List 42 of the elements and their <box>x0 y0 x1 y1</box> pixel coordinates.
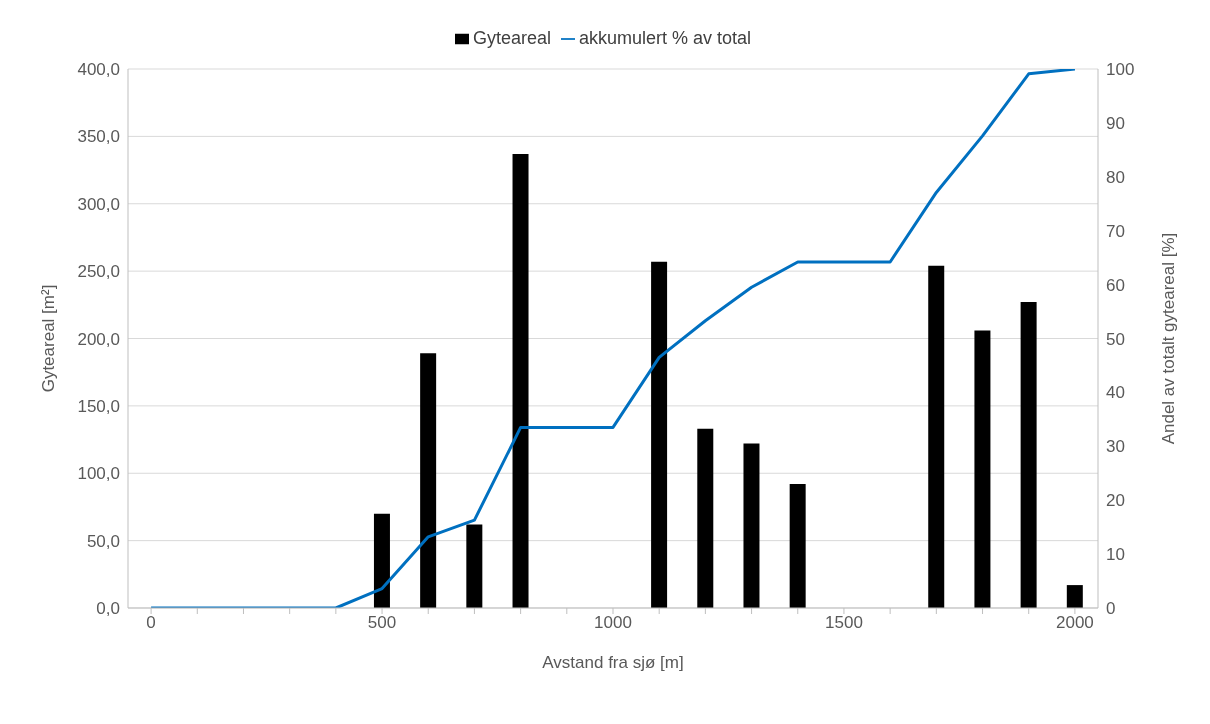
y2-tick-label: 80 <box>1106 167 1125 187</box>
bar <box>466 524 483 608</box>
bar <box>789 484 806 608</box>
bar <box>373 513 390 608</box>
bar <box>1020 302 1037 608</box>
y-tick-label: 350,0 <box>77 127 120 147</box>
y2-axis-title: Andel av totalt gyteareal [%] <box>1159 232 1179 445</box>
y2-tick-label: 90 <box>1106 113 1125 133</box>
y-axis-title: Gyteareal [m²] <box>39 284 59 393</box>
y-tick-label: 250,0 <box>77 262 120 282</box>
y2-tick-label: 40 <box>1106 383 1125 403</box>
x-tick-label: 1000 <box>594 613 632 633</box>
legend-label: akkumulert % av total <box>578 28 752 48</box>
bar <box>1066 585 1083 608</box>
x-tick-label: 0 <box>146 613 156 633</box>
bar <box>697 428 714 608</box>
x-tick-label: 2000 <box>1055 613 1094 633</box>
y2-tick-label: 30 <box>1106 437 1125 457</box>
x-tick-label: 500 <box>367 613 397 633</box>
bar <box>974 330 991 608</box>
bar <box>420 353 437 608</box>
bar <box>512 153 529 608</box>
y2-tick-label: 60 <box>1106 275 1125 295</box>
bar <box>651 261 668 608</box>
x-tick-label: 1500 <box>825 613 863 633</box>
y-tick-label: 0,0 <box>96 599 120 619</box>
bar <box>743 443 760 608</box>
bar <box>928 265 945 608</box>
y-tick-label: 150,0 <box>77 396 120 416</box>
y-tick-label: 400,0 <box>77 60 120 80</box>
y2-tick-label: 70 <box>1106 221 1125 241</box>
y2-tick-label: 100 <box>1106 60 1135 80</box>
legend-label: Gyteareal <box>472 28 551 48</box>
y2-tick-label: 10 <box>1106 545 1125 565</box>
y2-tick-label: 20 <box>1106 491 1125 511</box>
y-tick-label: 300,0 <box>77 194 120 214</box>
y-tick-label: 200,0 <box>77 329 120 349</box>
x-axis-title: Avstand fra sjø [m] <box>542 653 684 672</box>
y-tick-label: 100,0 <box>77 464 120 484</box>
y2-tick-label: 0 <box>1106 599 1116 619</box>
y2-tick-label: 50 <box>1106 329 1125 349</box>
y-tick-label: 50,0 <box>86 531 120 551</box>
